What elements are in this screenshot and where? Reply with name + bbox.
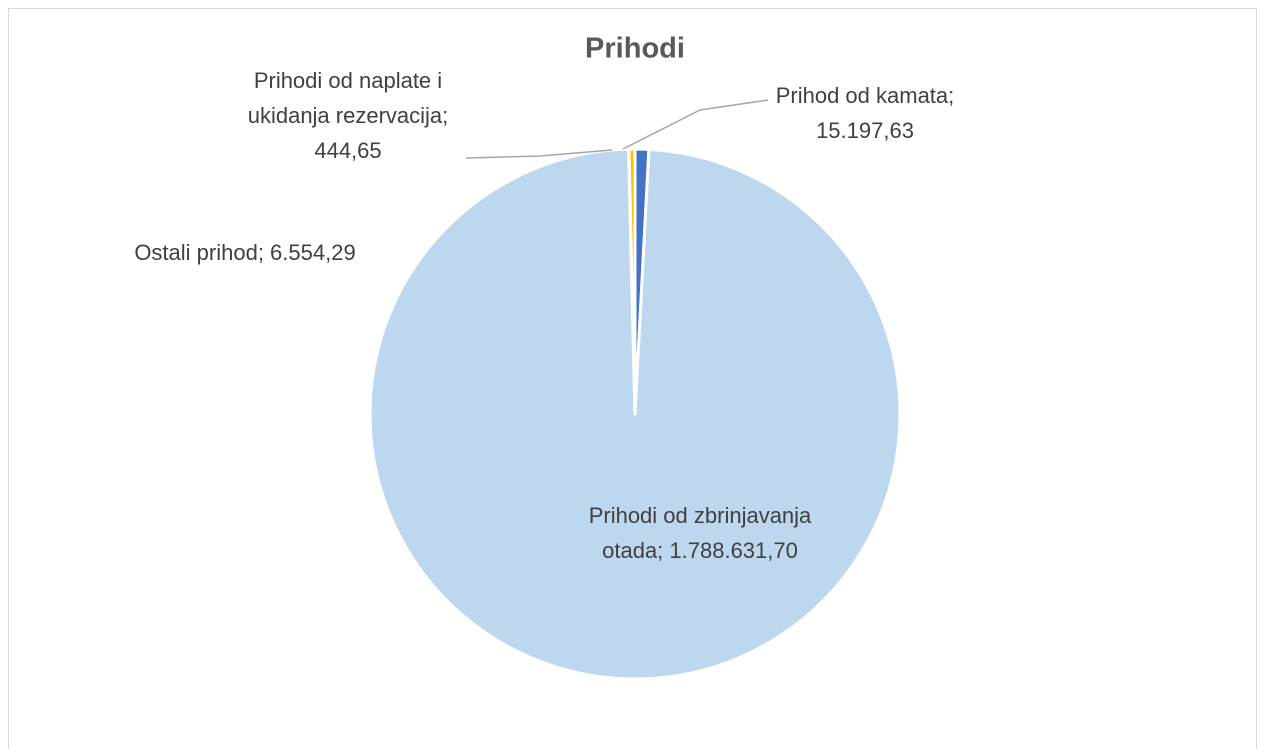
data-label: Ostali prihod; 6.554,29: [134, 240, 356, 265]
pie-slice: [627, 147, 637, 416]
data-label: Prihodi od zbrinjavanja otada; 1.788.631…: [588, 503, 812, 563]
leader-line: [622, 99, 769, 150]
leader-line: [465, 149, 613, 159]
data-label: Prihodi od naplate i ukidanja rezervacij…: [247, 68, 449, 163]
data-label: Prihod od kamata; 15.197,63: [775, 83, 955, 143]
chart-title: Prihodi: [585, 33, 685, 65]
